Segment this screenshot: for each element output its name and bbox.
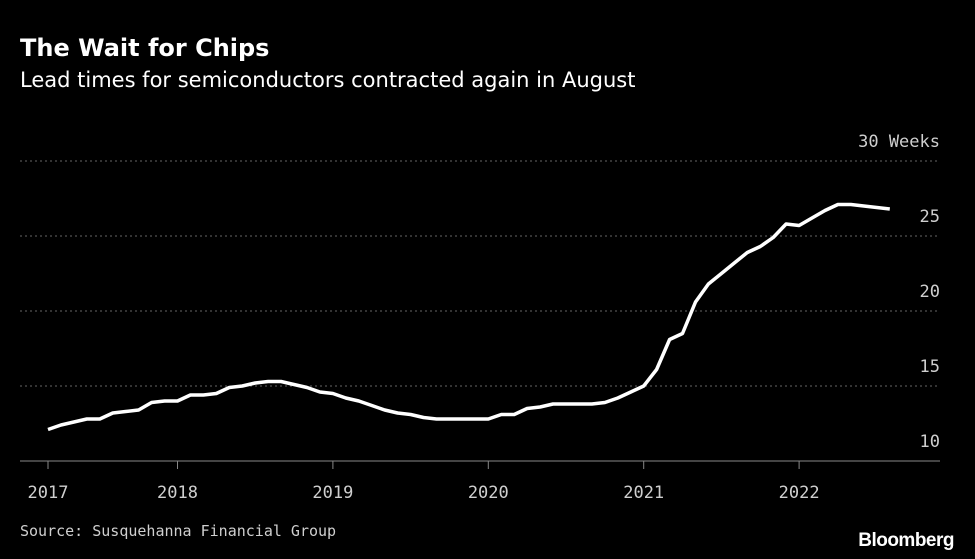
x-tick-label: 2021 <box>623 483 664 503</box>
x-tick-label: 2019 <box>312 483 353 503</box>
x-tick-label: 2018 <box>157 483 198 503</box>
chart-subtitle: Lead times for semiconductors contracted… <box>20 68 635 92</box>
y-tick-label: 10 <box>920 432 940 452</box>
y-tick-label: 30 Weeks <box>858 132 940 152</box>
data-line <box>47 202 891 432</box>
x-tick-label: 2020 <box>468 483 509 503</box>
x-tick-label: 2022 <box>779 483 820 503</box>
x-tick-label: 2017 <box>28 483 69 503</box>
chart-title: The Wait for Chips <box>20 34 269 62</box>
y-tick-label: 15 <box>920 357 940 377</box>
y-tick-label: 20 <box>920 282 940 302</box>
source-note: Source: Susquehanna Financial Group <box>20 522 336 540</box>
logo: Bloomberg <box>858 530 954 551</box>
y-tick-label: 25 <box>920 207 940 227</box>
